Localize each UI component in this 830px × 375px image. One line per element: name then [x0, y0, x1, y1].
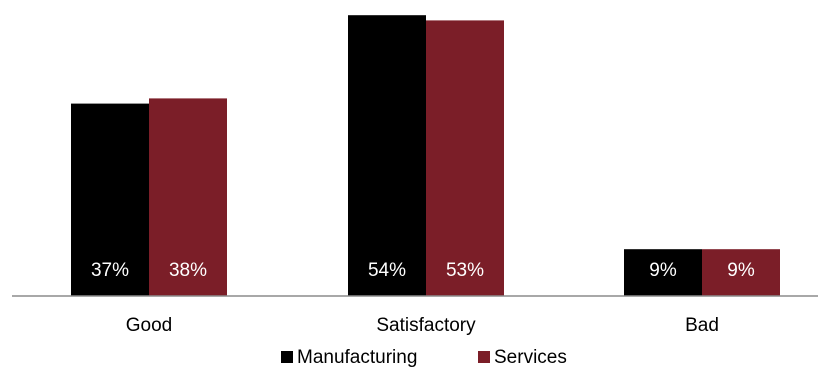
bars-layer — [71, 15, 780, 297]
data-label-manufacturing-good: 37% — [91, 260, 129, 281]
bar-services-good — [149, 98, 227, 297]
legend-label-services: Services — [494, 347, 567, 368]
data-label-services-good: 38% — [169, 260, 207, 281]
bar-manufacturing-good — [71, 103, 149, 296]
bar-services-satisfactory — [426, 20, 504, 297]
legend-label-manufacturing: Manufacturing — [297, 347, 417, 368]
bar-services-bad — [702, 249, 780, 296]
data-label-manufacturing-satisfactory: 54% — [368, 260, 406, 281]
data-label-manufacturing-bad: 9% — [649, 260, 677, 281]
category-label-good: Good — [126, 315, 172, 336]
data-label-services-bad: 9% — [727, 260, 755, 281]
labels-layer: 37% 38% Good 54% 53% Satisfactory 9% 9% Bad — [91, 260, 755, 336]
bar-manufacturing-satisfactory — [348, 15, 426, 296]
bar-manufacturing-bad — [624, 249, 702, 296]
data-label-services-satisfactory: 53% — [446, 260, 484, 281]
category-label-satisfactory: Satisfactory — [376, 315, 476, 336]
legend-swatch-manufacturing — [281, 351, 293, 363]
category-label-bad: Bad — [685, 315, 719, 336]
legend: Manufacturing Services — [281, 347, 567, 368]
legend-swatch-services — [478, 351, 490, 363]
